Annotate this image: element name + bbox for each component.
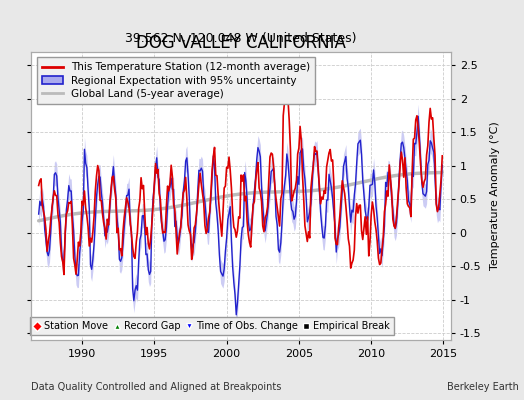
Y-axis label: Temperature Anomaly (°C): Temperature Anomaly (°C): [489, 122, 499, 270]
Text: 39.562 N, 120.048 W (United States): 39.562 N, 120.048 W (United States): [125, 32, 357, 45]
Text: Berkeley Earth: Berkeley Earth: [447, 382, 519, 392]
Legend: Station Move, Record Gap, Time of Obs. Change, Empirical Break: Station Move, Record Gap, Time of Obs. C…: [29, 317, 394, 335]
Title: DOG VALLEY CALIFORNIA: DOG VALLEY CALIFORNIA: [136, 34, 346, 52]
Text: Data Quality Controlled and Aligned at Breakpoints: Data Quality Controlled and Aligned at B…: [31, 382, 282, 392]
